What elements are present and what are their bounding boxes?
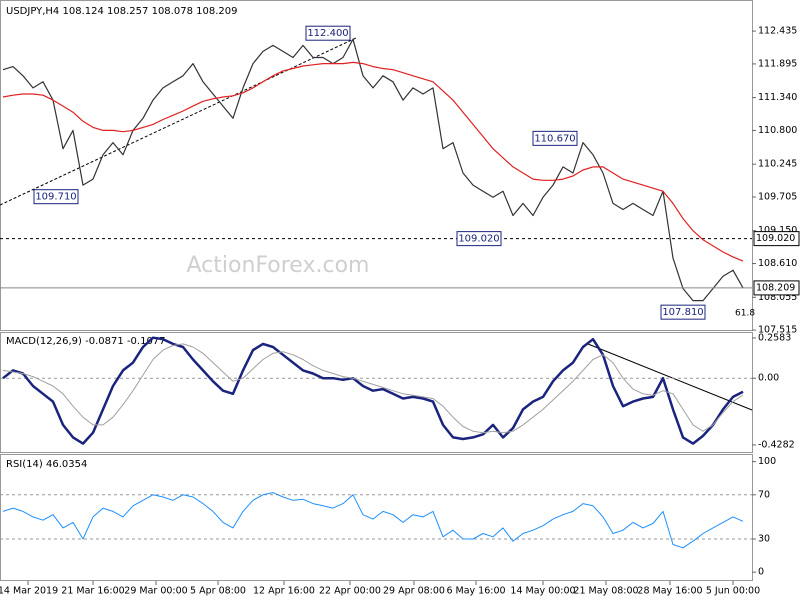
macd-panel-frame [0, 332, 753, 453]
annotation-label: 112.400 [307, 28, 348, 39]
x-tick-label: 14 Mar 2019 [0, 586, 58, 597]
y-tick-label: 0.00 [758, 373, 779, 384]
annotation-box [305, 25, 351, 41]
x-tick-label: 21 May 08:00 [573, 586, 638, 597]
annotation-box [532, 130, 578, 146]
y-tick-label: 108.055 [758, 292, 797, 303]
series-line [2, 492, 744, 549]
high: 108.257 [107, 6, 148, 17]
y-tick-label: 109.705 [758, 191, 797, 202]
rsi-title: RSI(14) [6, 459, 43, 470]
y-tick-label: 112.435 [758, 26, 797, 37]
x-tick-label: 22 Apr 00:00 [319, 586, 381, 597]
y-tick-label: 100 [758, 456, 776, 467]
level-tag-label: 109.020 [756, 233, 795, 244]
series-line [2, 61, 744, 262]
macd-title: MACD(12,26,9) [6, 336, 82, 347]
series-line [2, 343, 744, 434]
current-price-label: 108.209 [756, 282, 795, 293]
series-line [2, 38, 744, 302]
symbol: USDJPY,H4 [6, 6, 59, 17]
x-tick-label: 21 Mar 16:00 [61, 586, 124, 597]
fib-label: 61.8 [735, 309, 755, 319]
rsi-value: 46.0354 [46, 459, 87, 470]
x-tick-label: 14 May 00:00 [510, 586, 575, 597]
watermark: ActionForex.com [187, 253, 370, 278]
annotation-box [33, 189, 79, 205]
x-tick-label: 28 May 16:00 [637, 586, 702, 597]
y-tick-label: 107.515 [758, 325, 797, 336]
price-header: USDJPY,H4 108.124 108.257 108.078 108.20… [6, 6, 237, 17]
annotation-label: 110.670 [534, 133, 575, 144]
y-tick-label: 30 [758, 534, 770, 545]
annotation-box [456, 231, 502, 247]
annotation-label: 109.020 [458, 234, 499, 245]
open: 108.124 [62, 6, 103, 17]
y-tick-label: 110.800 [758, 125, 797, 136]
annotation-box [660, 304, 706, 320]
x-tick-label: 5 Apr 08:00 [190, 586, 246, 597]
y-tick-label: 0.2583 [758, 332, 791, 343]
annotation-label: 109.710 [35, 192, 76, 203]
price-panel-frame [0, 0, 753, 331]
y-tick-label: 108.610 [758, 258, 797, 269]
low: 108.078 [152, 6, 193, 17]
x-tick-label: 12 Apr 16:00 [253, 586, 315, 597]
y-tick-label: 111.895 [758, 58, 797, 69]
y-tick-label: 0 [758, 567, 764, 578]
y-tick-label: 70 [758, 489, 770, 500]
macd-value: -0.0871 [85, 336, 124, 347]
x-tick-label: 29 Mar 00:00 [124, 586, 187, 597]
y-tick-label: 111.340 [758, 92, 797, 103]
trend-line [0, 37, 357, 206]
macd-header: MACD(12,26,9) -0.0871 -0.1077 [6, 336, 166, 347]
rsi-header: RSI(14) 46.0354 [6, 459, 87, 470]
x-tick-label: 5 Jun 00:00 [706, 586, 760, 597]
y-tick-label: -0.4282 [758, 439, 795, 450]
x-tick-label: 29 Apr 08:00 [383, 586, 445, 597]
signal-value: -0.1077 [127, 336, 166, 347]
series-line [2, 336, 744, 445]
close: 108.209 [196, 6, 237, 17]
y-tick-label: 109.150 [758, 225, 797, 236]
y-tick-label: 110.245 [758, 159, 797, 170]
x-tick-label: 6 May 16:00 [446, 586, 505, 597]
rsi-panel-frame [0, 454, 753, 581]
macd-trend-line [587, 343, 753, 411]
current-price-tag [753, 280, 800, 296]
level-tag [753, 231, 800, 247]
annotation-label: 107.810 [662, 307, 703, 318]
